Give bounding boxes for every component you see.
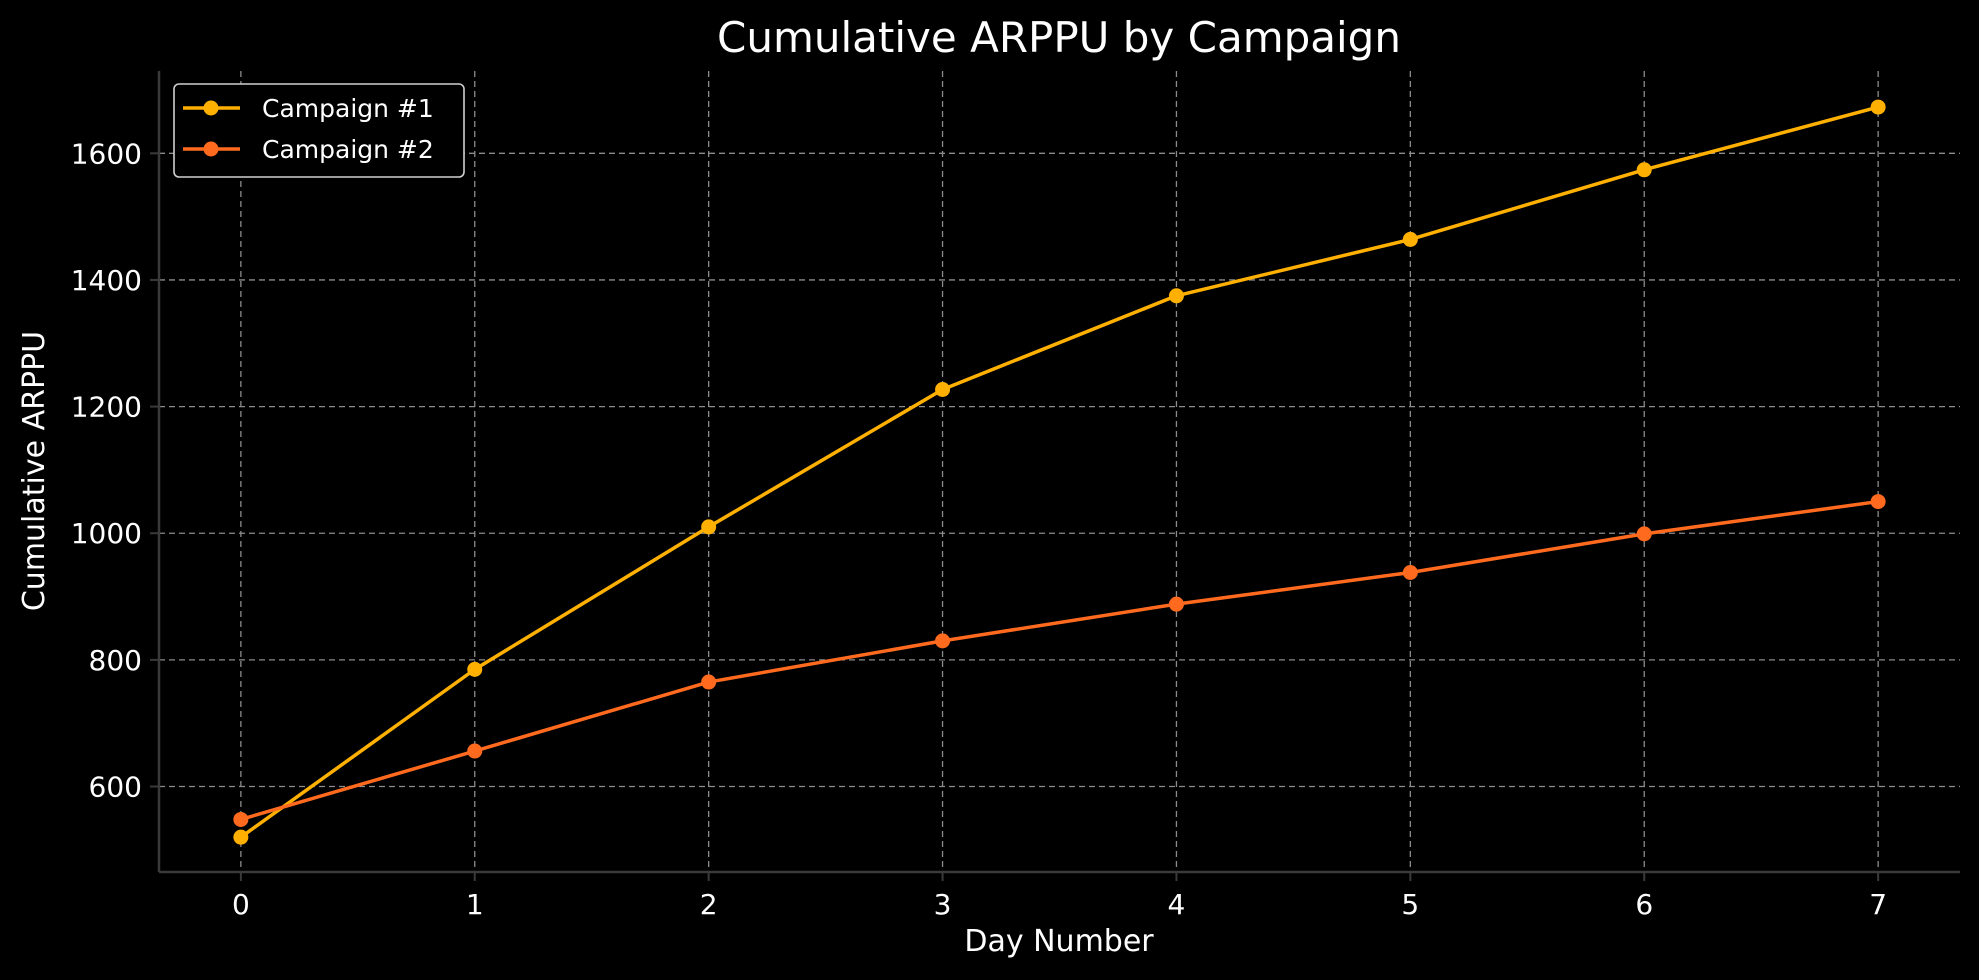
y-tick-label: 1000: [71, 517, 142, 550]
x-axis-label: Day Number: [964, 924, 1154, 959]
x-tick-label: 2: [700, 888, 718, 921]
y-tick-label: 1400: [71, 264, 142, 297]
x-tick-label: 0: [232, 888, 250, 921]
x-tick-label: 5: [1401, 888, 1419, 921]
data-point: [1870, 99, 1886, 115]
chart-title: Cumulative ARPPU by Campaign: [717, 13, 1401, 62]
data-point: [1636, 162, 1652, 178]
data-point: [935, 633, 951, 649]
y-axis-ticks: 600 800 1000 1200 1400 1600: [71, 137, 159, 804]
legend: Campaign #1 Campaign #2: [173, 83, 465, 178]
series-1: [233, 99, 1886, 845]
data-point: [1636, 526, 1652, 542]
data-point: [1402, 564, 1418, 580]
data-point: [467, 661, 483, 677]
data-point: [467, 743, 483, 759]
y-tick-label: 800: [89, 644, 142, 677]
x-tick-label: 4: [1168, 888, 1186, 921]
x-tick-label: 3: [934, 888, 952, 921]
legend-swatch-marker: [203, 100, 219, 116]
y-tick-label: 600: [89, 771, 142, 804]
series-line: [239, 105, 1880, 839]
data-point: [1402, 231, 1418, 247]
y-tick-label: 1600: [71, 137, 142, 170]
data-point: [1870, 494, 1886, 510]
data-point: [233, 829, 249, 845]
x-tick-label: 1: [466, 888, 484, 921]
legend-entry: Campaign #2: [183, 135, 434, 164]
data-point: [701, 519, 717, 535]
data-point: [1168, 288, 1184, 304]
data-point: [701, 674, 717, 690]
y-axis-label: Cumulative ARPPU: [17, 331, 52, 611]
legend-label: Campaign #1: [262, 94, 434, 123]
x-tick-label: 6: [1635, 888, 1653, 921]
x-tick-label: 7: [1869, 888, 1887, 921]
x-axis-ticks: 0 1 2 3 4 5 6 7: [232, 872, 1887, 921]
data-point: [1168, 596, 1184, 612]
data-point: [935, 382, 951, 398]
data-point: [233, 811, 249, 827]
legend-entry: Campaign #1: [183, 94, 434, 123]
y-tick-label: 1200: [71, 391, 142, 424]
legend-label: Campaign #2: [262, 135, 434, 164]
series-2: [233, 494, 1886, 827]
series-line: [239, 499, 1880, 822]
legend-box: [173, 83, 465, 178]
legend-entries: Campaign #1 Campaign #2: [183, 94, 434, 164]
series-layer: [233, 99, 1886, 845]
legend-swatch-marker: [203, 141, 219, 157]
